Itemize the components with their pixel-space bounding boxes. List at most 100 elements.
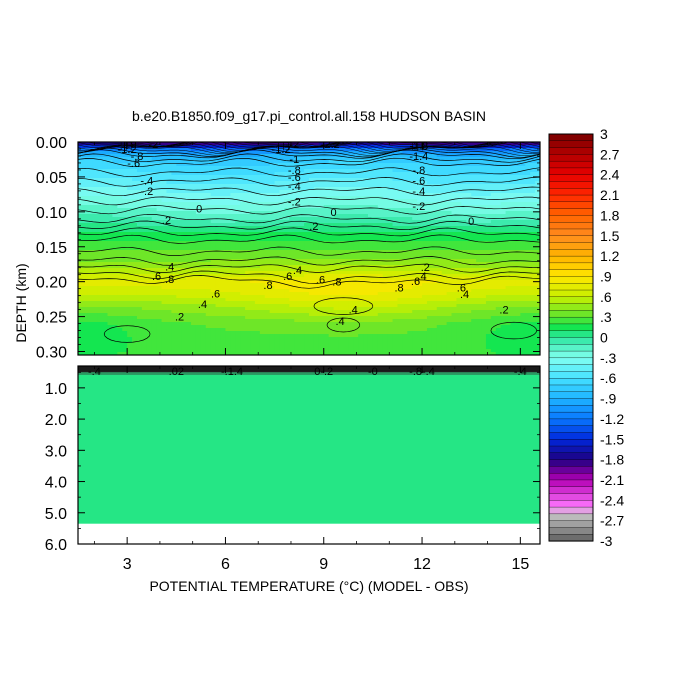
upper-fill-cell <box>102 274 109 278</box>
upper-fill-cell <box>392 154 399 158</box>
upper-fill-cell <box>269 199 276 203</box>
upper-fill-cell <box>259 268 266 272</box>
upper-fill-cell <box>122 250 128 254</box>
upper-fill-cell <box>141 232 148 236</box>
upper-fill-cell <box>323 157 330 161</box>
upper-fill-cell <box>171 202 177 206</box>
upper-fill-cell <box>191 169 197 173</box>
upper-fill-cell <box>127 235 133 239</box>
upper-fill-cell <box>220 289 227 293</box>
upper-fill-cell <box>309 208 315 212</box>
upper-fill-cell <box>431 286 438 290</box>
upper-fill-cell <box>191 247 197 251</box>
upper-fill-cell <box>309 154 315 158</box>
upper-fill-cell <box>515 292 521 296</box>
upper-fill-cell <box>220 148 227 152</box>
upper-fill-cell <box>171 274 177 278</box>
upper-fill-cell <box>220 223 227 227</box>
upper-fill-cell <box>299 295 305 299</box>
upper-fill-cell <box>166 283 172 287</box>
upper-fill-cell <box>225 241 231 245</box>
upper-fill-cell <box>309 205 315 209</box>
upper-fill-cell <box>136 256 143 260</box>
upper-fill-cell <box>348 184 354 188</box>
upper-fill-cell <box>495 184 502 188</box>
upper-fill-cell <box>431 181 438 185</box>
upper-fill-cell <box>323 178 330 182</box>
upper-fill-cell <box>220 241 227 245</box>
upper-fill-cell <box>343 229 349 233</box>
upper-fill-cell <box>353 268 359 272</box>
upper-fill-cell <box>367 160 374 164</box>
upper-fill-cell <box>87 229 94 233</box>
upper-fill-cell <box>495 235 502 239</box>
upper-fill-cell <box>490 256 497 260</box>
upper-fill-cell <box>259 298 266 302</box>
upper-fill-cell <box>495 277 502 281</box>
upper-fill-cell <box>284 250 290 254</box>
upper-fill-cell <box>441 226 448 230</box>
upper-fill-cell <box>264 271 271 275</box>
upper-fill-cell <box>343 157 349 161</box>
upper-fill-cell <box>82 160 89 164</box>
upper-fill-cell <box>377 283 384 287</box>
upper-fill-cell <box>264 223 271 227</box>
upper-fill-cell <box>259 184 266 188</box>
upper-fill-cell <box>338 253 344 257</box>
upper-fill-cell <box>387 262 394 266</box>
upper-fill-cell <box>102 238 109 242</box>
upper-fill-cell <box>304 214 310 218</box>
upper-fill-cell <box>156 172 163 176</box>
upper-fill-cell <box>284 202 290 206</box>
upper-fill-cell <box>431 265 438 269</box>
upper-fill-cell <box>431 148 438 152</box>
upper-fill-cell <box>245 268 251 272</box>
upper-fill-cell <box>220 151 227 155</box>
upper-fill-cell <box>353 262 359 266</box>
upper-fill-cell <box>323 247 330 251</box>
upper-fill-cell <box>412 271 418 275</box>
upper-fill-cell <box>466 283 472 287</box>
upper-fill-cell <box>530 241 536 245</box>
upper-fill-cell <box>318 187 325 191</box>
upper-fill-cell <box>490 175 497 179</box>
upper-fill-cell <box>122 277 128 281</box>
upper-fill-cell <box>186 238 192 242</box>
upper-fill-cell <box>299 199 305 203</box>
upper-fill-cell <box>456 181 462 185</box>
upper-fill-cell <box>500 187 507 191</box>
upper-fill-cell <box>446 205 453 209</box>
upper-fill-cell <box>245 175 251 179</box>
upper-fill-cell <box>451 226 458 230</box>
upper-fill-cell <box>78 211 84 215</box>
upper-fill-cell <box>235 232 241 236</box>
upper-fill-cell <box>132 211 138 215</box>
upper-fill-cell <box>87 175 94 179</box>
upper-fill-cell <box>466 208 472 212</box>
upper-fill-cell <box>436 247 443 251</box>
upper-fill-cell <box>220 283 227 287</box>
upper-fill-cell <box>161 262 168 266</box>
upper-fill-cell <box>481 160 487 164</box>
upper-fill-cell <box>495 241 502 245</box>
upper-fill-cell <box>353 292 359 296</box>
upper-fill-cell <box>181 286 187 290</box>
upper-fill-cell <box>387 280 394 284</box>
upper-fill-cell <box>530 208 536 212</box>
upper-fill-cell <box>392 247 399 251</box>
upper-fill-cell <box>318 268 325 272</box>
upper-fill-cell <box>446 196 453 200</box>
upper-fill-cell <box>274 199 281 203</box>
upper-fill-cell <box>102 256 109 260</box>
upper-fill-cell <box>338 247 344 251</box>
upper-fill-cell <box>372 298 379 302</box>
upper-fill-cell <box>476 268 482 272</box>
upper-fill-cell <box>461 265 467 269</box>
upper-fill-cell <box>328 220 335 224</box>
upper-fill-cell <box>382 262 389 266</box>
upper-fill-cell <box>446 229 453 233</box>
upper-fill-cell <box>402 214 408 218</box>
upper-fill-cell <box>392 232 399 236</box>
upper-fill-cell <box>407 187 413 191</box>
upper-fill-cell <box>279 190 286 194</box>
